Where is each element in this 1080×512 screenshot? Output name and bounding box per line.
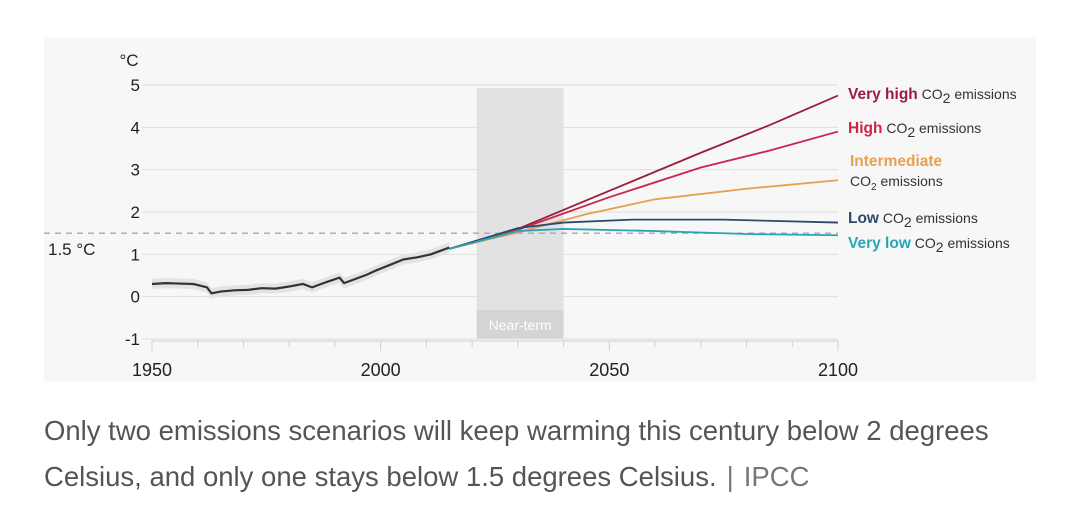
- legend-label-very-low: Very low CO2 emissions: [848, 235, 1010, 255]
- caption-text: Only two emissions scenarios will keep w…: [44, 415, 989, 492]
- threshold-label: 1.5 °C: [48, 240, 95, 259]
- x-tick-label: 2100: [818, 360, 858, 380]
- y-tick-label: 4: [131, 118, 140, 137]
- x-tick-label: 2050: [589, 360, 629, 380]
- series-line-low: [449, 218, 839, 250]
- x-tick-label: 1950: [132, 360, 172, 380]
- caption: Only two emissions scenarios will keep w…: [44, 408, 1034, 500]
- series-line-intermediate: [449, 179, 839, 250]
- near-term-label-box: [476, 310, 564, 338]
- y-tick-label: 1: [131, 245, 140, 264]
- y-tick-label: 3: [131, 161, 140, 180]
- historical-series-line: [151, 246, 450, 295]
- y-tick-label: 0: [131, 288, 140, 307]
- near-term-label: Near-term: [489, 317, 552, 333]
- near-term-band: [476, 88, 564, 339]
- chart-panel: Near-term 5 4 3 2 1 0 -1 °C 1.5 °C 1950 2000 2050 210…: [44, 38, 1036, 382]
- y-tick-label: 5: [131, 76, 140, 95]
- x-tick-label: 2000: [361, 360, 401, 380]
- caption-source: IPCC: [743, 461, 810, 492]
- legend-sub-intermediate: CO2 emissions: [850, 173, 943, 193]
- y-unit-label: °C: [119, 51, 138, 70]
- caption-separator: |: [726, 461, 734, 492]
- legend-label-low: Low CO2 emissions: [848, 210, 978, 230]
- legend-label-very-high: Very high CO2 emissions: [848, 86, 1017, 106]
- series-line-high: [449, 130, 839, 250]
- series-line-very-low: [449, 228, 839, 250]
- legend-label-intermediate: Intermediate: [850, 153, 943, 170]
- historical-uncertainty-band: [152, 242, 450, 299]
- y-tick-label: -1: [125, 330, 140, 349]
- legend-label-high: High CO2 emissions: [848, 120, 981, 140]
- warming-chart: Near-term 5 4 3 2 1 0 -1 °C 1.5 °C 1950 2000 2050 210…: [44, 51, 1017, 380]
- y-tick-label: 2: [131, 203, 140, 222]
